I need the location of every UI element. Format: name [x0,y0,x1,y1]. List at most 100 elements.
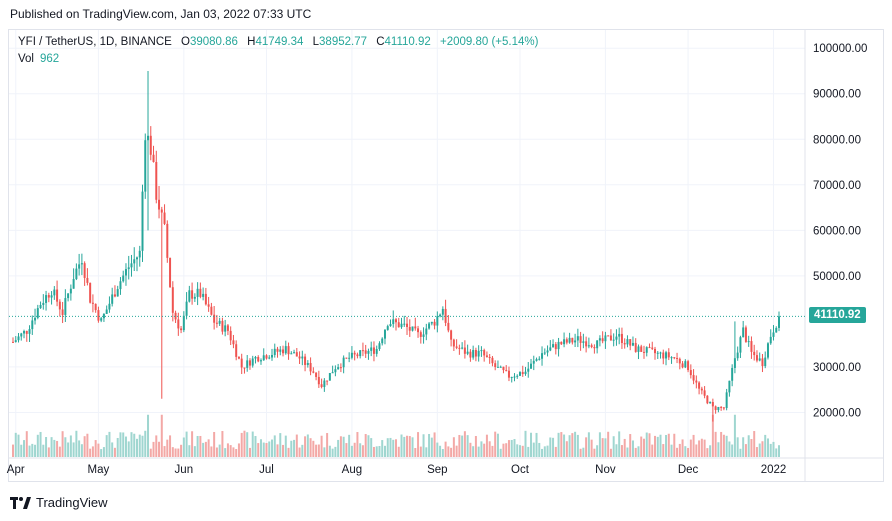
volume-bar [23,440,26,457]
volume-bar [163,446,166,457]
volume-bar [535,432,538,457]
candle-body [124,269,127,276]
candle-body [12,341,14,343]
volume-bar [334,446,337,457]
candle-body [246,360,249,368]
candle-body [328,373,331,381]
volume-bar [202,442,205,457]
candle-body [629,339,632,346]
volume-bar [747,435,750,457]
volume-bar [207,439,210,457]
volume-bar [378,446,381,457]
volume-bar [439,445,442,457]
volume-bar [692,434,695,457]
volume-bar [469,442,472,457]
volume-bar [259,439,262,457]
volume-label[interactable]: Vol [18,53,34,65]
x-tick-label: Sep [427,464,447,476]
candle-body [315,372,318,377]
candle-body [406,323,409,327]
symbol-label[interactable]: YFI / TetherUS, 1D, BINANCE [18,36,172,48]
volume-bar [656,436,659,457]
candle-body [714,406,717,411]
volume-bar [80,444,83,457]
volume-bar [753,431,756,457]
candle-body [642,351,645,353]
volume-bar [113,447,116,457]
volume-bar [122,432,125,457]
candle-body [722,407,725,409]
candle-body [287,346,290,355]
candle-body [552,344,555,348]
volume-bar [326,433,329,457]
volume-bar [403,436,406,457]
y-tick-label: 90000.00 [813,89,861,101]
candle-body [45,295,48,303]
volume-bar [133,433,136,457]
candle-body [155,161,158,200]
candle-body [326,380,329,382]
published-caption: Published on TradingView.com, Jan 03, 20… [10,7,312,21]
candle-body [499,366,502,368]
candle-body [224,325,227,332]
tradingview-logo[interactable]: TradingView [10,495,108,510]
volume-bar [97,443,100,457]
volume-bar [282,444,285,457]
volume-bar [320,435,323,457]
candle-body [39,304,42,309]
volume-bar [141,435,144,457]
volume-bar [761,441,764,457]
chart-frame[interactable] [8,29,884,482]
volume-bar [356,432,359,457]
volume-bar [731,444,734,457]
candle-body [102,313,105,319]
volume-bar [127,441,130,457]
candle-body [383,329,386,339]
volume-bar [750,439,753,457]
volume-bar [406,435,409,457]
volume-bar [243,430,246,457]
candle-body [574,340,577,343]
volume-bar [312,440,315,457]
volume-bar [466,435,469,457]
candle-body [441,308,444,315]
volume-bar [766,438,769,457]
candle-body [378,343,381,350]
candle-body [587,345,590,347]
volume-bar [210,446,213,457]
volume-bar [662,444,665,457]
candle-body [50,295,53,298]
candle-body [651,347,654,349]
candle-body [535,359,538,361]
volume-bar [160,414,163,457]
volume-bar [552,437,555,457]
volume-bar [772,441,775,457]
candle-body [339,367,342,369]
volume-bar [626,447,629,457]
candle-body [538,358,541,360]
high-label: H [247,36,256,48]
x-tick-label: Apr [7,464,25,476]
candle-body [593,347,596,349]
volume-bar [315,444,318,457]
volume-bar [248,447,251,457]
volume-bar [755,447,758,457]
volume-bar [687,447,690,457]
volume-bar [397,446,400,457]
candle-body [199,288,202,297]
x-tick-label: May [88,464,110,476]
candle-body [177,319,180,329]
candle-body [601,338,604,342]
volume-bar [452,437,455,457]
candle-body [254,356,257,359]
candle-body [703,390,706,396]
volume-bar [177,448,180,457]
volume-bar [502,443,505,457]
candle-body [609,335,612,341]
volume-bar [414,448,417,457]
volume-bar [609,448,612,457]
volume-bar [618,431,621,457]
volume-bar [50,437,53,457]
x-tick-label: Dec [678,464,699,476]
